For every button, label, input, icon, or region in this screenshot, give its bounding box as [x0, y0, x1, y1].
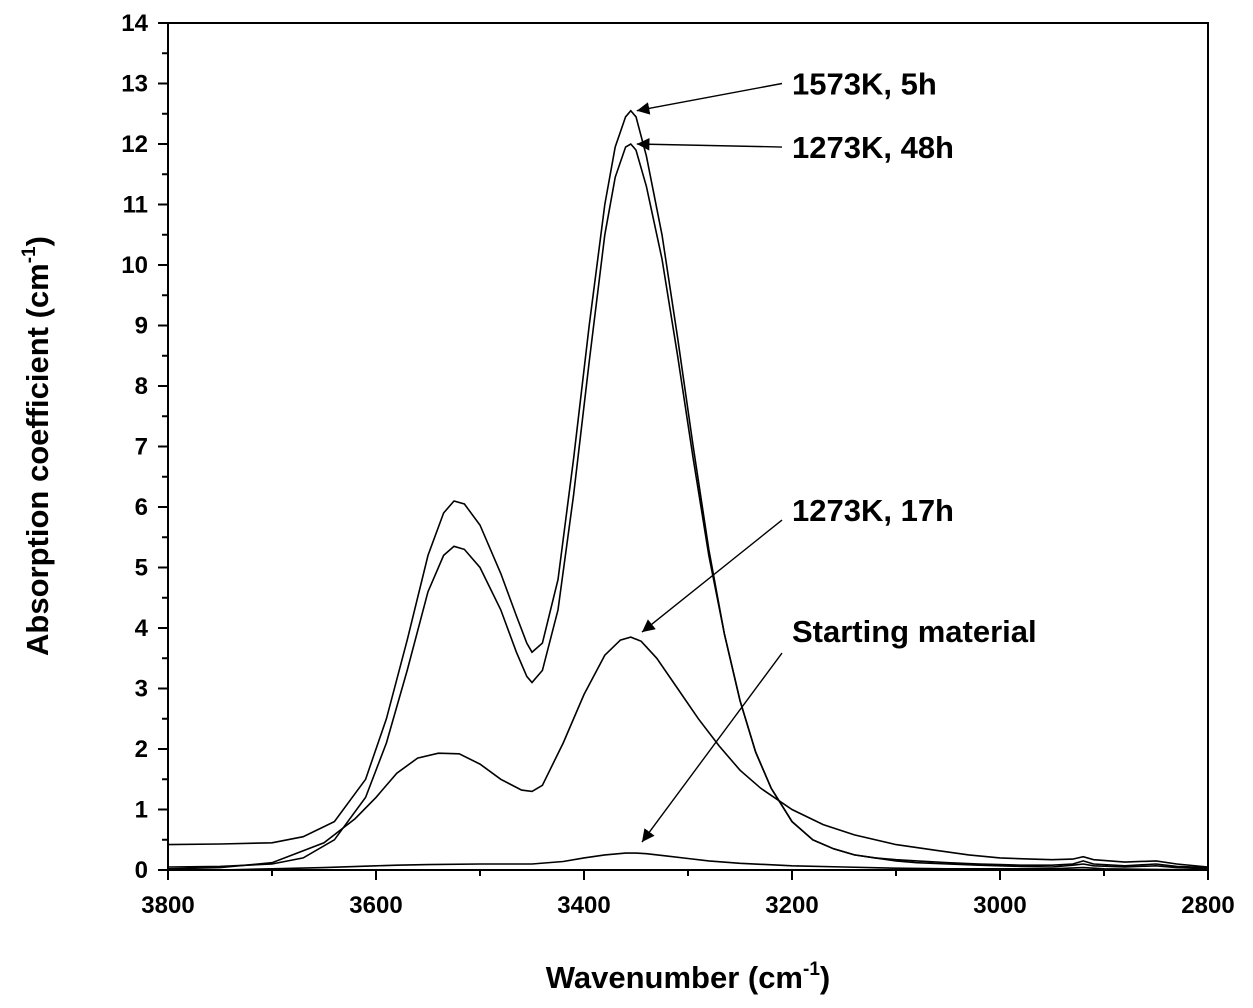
x-tick-label: 2800 — [1181, 892, 1234, 919]
y-tick-label: 9 — [135, 313, 148, 340]
y-tick-label: 11 — [123, 192, 148, 219]
x-tick-label: 3800 — [141, 892, 194, 919]
series-line-4 — [168, 852, 1209, 871]
annotation-label-2: 1273K, 48h — [792, 130, 954, 165]
annotation-label-3: 1273K, 17h — [792, 493, 954, 528]
y-tick-label: 1 — [135, 797, 148, 824]
annotation-arrow-4 — [641, 652, 783, 843]
series-line-3 — [167, 636, 1209, 870]
series-line-2 — [167, 142, 1209, 870]
y-tick-label: 0 — [135, 857, 148, 884]
x-tick-label: 3400 — [557, 892, 610, 919]
ticks-layer: 3800 3600 3400 3200 3000 28000123456789101112… — [121, 10, 1234, 919]
y-tick-label: 2 — [135, 736, 148, 763]
series-layer — [167, 109, 1209, 871]
x-tick-label: 3600 — [349, 892, 402, 919]
y-axis-title: Absorption coefficient (cm-1) — [19, 236, 55, 656]
y-tick-label: 6 — [135, 494, 148, 521]
y-tick-label: 5 — [135, 555, 148, 582]
annotation-arrow-2 — [636, 137, 783, 151]
y-tick-label: 12 — [121, 131, 148, 158]
y-tick-label: 10 — [121, 252, 148, 279]
x-tick-label: 3200 — [765, 892, 818, 919]
y-tick-label: 4 — [135, 615, 149, 642]
annotation-arrow-1 — [636, 82, 783, 115]
y-tick-label: 7 — [135, 434, 148, 461]
annotation-label-4: Starting material — [792, 614, 1037, 649]
y-tick-label: 13 — [121, 71, 148, 98]
annotation-label-1: 1573K, 5h — [792, 67, 937, 102]
series-line-1 — [167, 109, 1209, 869]
y-tick-label: 3 — [135, 676, 148, 703]
x-tick-label: 3000 — [973, 892, 1026, 919]
x-axis-title: Wavenumber (cm-1) — [546, 959, 830, 995]
y-tick-label: 8 — [135, 373, 148, 400]
plot-frame — [167, 22, 1209, 871]
annotation-arrow-3 — [641, 519, 783, 633]
annotation-layer: 1573K, 5h 1273K, 48h 1273K, 17h Starting ma… — [636, 67, 1037, 843]
y-tick-label: 14 — [121, 10, 148, 37]
